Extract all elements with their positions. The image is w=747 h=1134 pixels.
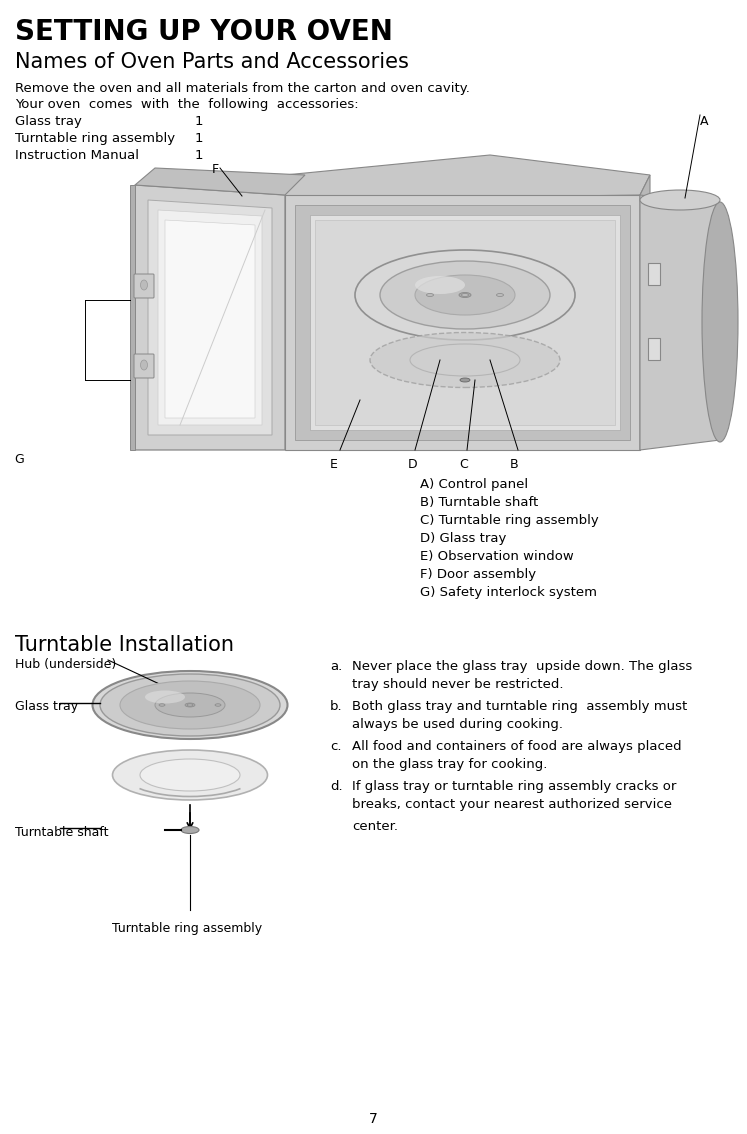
Ellipse shape bbox=[355, 249, 575, 340]
Text: G) Safety interlock system: G) Safety interlock system bbox=[420, 586, 597, 599]
Text: 1: 1 bbox=[195, 132, 203, 145]
Ellipse shape bbox=[427, 294, 433, 296]
Text: breaks, contact your nearest authorized service: breaks, contact your nearest authorized … bbox=[352, 798, 672, 811]
Text: A: A bbox=[700, 115, 708, 128]
Text: E: E bbox=[330, 458, 338, 471]
Polygon shape bbox=[130, 185, 135, 450]
Ellipse shape bbox=[140, 280, 147, 290]
Ellipse shape bbox=[702, 202, 738, 442]
Ellipse shape bbox=[181, 827, 199, 833]
FancyBboxPatch shape bbox=[134, 354, 154, 378]
Ellipse shape bbox=[497, 294, 503, 296]
Ellipse shape bbox=[380, 261, 550, 329]
Text: center.: center. bbox=[352, 820, 398, 833]
Text: Glass tray: Glass tray bbox=[15, 700, 78, 713]
FancyBboxPatch shape bbox=[134, 274, 154, 298]
Ellipse shape bbox=[415, 276, 465, 294]
Bar bbox=[648, 263, 660, 285]
Polygon shape bbox=[285, 195, 640, 450]
Text: Glass tray: Glass tray bbox=[15, 115, 82, 128]
Ellipse shape bbox=[460, 378, 470, 382]
Text: D: D bbox=[408, 458, 418, 471]
Text: B) Turntable shaft: B) Turntable shaft bbox=[420, 496, 539, 509]
Ellipse shape bbox=[145, 691, 185, 703]
Text: always be used during cooking.: always be used during cooking. bbox=[352, 718, 563, 731]
Text: Names of Oven Parts and Accessories: Names of Oven Parts and Accessories bbox=[15, 52, 409, 71]
Text: Both glass tray and turntable ring  assembly must: Both glass tray and turntable ring assem… bbox=[352, 700, 687, 713]
Ellipse shape bbox=[640, 191, 720, 210]
Polygon shape bbox=[295, 205, 630, 440]
Text: tray should never be restricted.: tray should never be restricted. bbox=[352, 678, 563, 691]
Text: Instruction Manual: Instruction Manual bbox=[15, 149, 139, 162]
Text: If glass tray or turntable ring assembly cracks or: If glass tray or turntable ring assembly… bbox=[352, 780, 676, 793]
Text: Turntable ring assembly: Turntable ring assembly bbox=[112, 922, 262, 936]
Text: Turntable ring assembly: Turntable ring assembly bbox=[15, 132, 175, 145]
Polygon shape bbox=[135, 185, 285, 450]
Ellipse shape bbox=[215, 704, 221, 706]
Text: All food and containers of food are always placed: All food and containers of food are alwa… bbox=[352, 741, 681, 753]
Ellipse shape bbox=[370, 332, 560, 388]
Text: b.: b. bbox=[330, 700, 343, 713]
Ellipse shape bbox=[415, 276, 515, 315]
Ellipse shape bbox=[113, 750, 267, 799]
Text: F) Door assembly: F) Door assembly bbox=[420, 568, 536, 581]
Text: A) Control panel: A) Control panel bbox=[420, 479, 528, 491]
Ellipse shape bbox=[93, 671, 288, 739]
Ellipse shape bbox=[459, 293, 471, 297]
Text: Your oven  comes  with  the  following  accessories:: Your oven comes with the following acces… bbox=[15, 98, 359, 111]
Text: G: G bbox=[14, 452, 24, 466]
Ellipse shape bbox=[159, 704, 165, 706]
Text: 1: 1 bbox=[195, 149, 203, 162]
Ellipse shape bbox=[187, 704, 193, 706]
Text: a.: a. bbox=[330, 660, 342, 672]
Text: Remove the oven and all materials from the carton and oven cavity.: Remove the oven and all materials from t… bbox=[15, 82, 470, 95]
Text: C) Turntable ring assembly: C) Turntable ring assembly bbox=[420, 514, 599, 527]
Ellipse shape bbox=[120, 682, 260, 729]
Ellipse shape bbox=[410, 344, 520, 376]
Polygon shape bbox=[148, 200, 272, 435]
Text: Turntable Installation: Turntable Installation bbox=[15, 635, 234, 655]
Ellipse shape bbox=[100, 674, 280, 736]
Text: on the glass tray for cooking.: on the glass tray for cooking. bbox=[352, 758, 548, 771]
Polygon shape bbox=[640, 175, 650, 450]
Text: SETTING UP YOUR OVEN: SETTING UP YOUR OVEN bbox=[15, 18, 393, 46]
Ellipse shape bbox=[140, 759, 240, 792]
Polygon shape bbox=[315, 220, 615, 425]
Text: C: C bbox=[459, 458, 468, 471]
Text: d.: d. bbox=[330, 780, 343, 793]
Text: Never place the glass tray  upside down. The glass: Never place the glass tray upside down. … bbox=[352, 660, 692, 672]
Text: 1: 1 bbox=[195, 115, 203, 128]
Polygon shape bbox=[285, 155, 650, 200]
Text: F: F bbox=[212, 163, 219, 176]
Text: Turntable shaft: Turntable shaft bbox=[15, 826, 108, 839]
Polygon shape bbox=[640, 195, 720, 450]
Ellipse shape bbox=[140, 359, 147, 370]
Polygon shape bbox=[165, 220, 255, 418]
Polygon shape bbox=[158, 210, 262, 425]
Text: B: B bbox=[510, 458, 518, 471]
Ellipse shape bbox=[462, 294, 468, 296]
Bar bbox=[648, 338, 660, 359]
Polygon shape bbox=[310, 215, 620, 430]
Ellipse shape bbox=[185, 703, 195, 706]
Ellipse shape bbox=[155, 693, 225, 717]
Text: Hub (underside): Hub (underside) bbox=[15, 658, 117, 671]
Text: 7: 7 bbox=[368, 1112, 377, 1126]
Polygon shape bbox=[135, 168, 305, 195]
Text: c.: c. bbox=[330, 741, 341, 753]
Text: E) Observation window: E) Observation window bbox=[420, 550, 574, 562]
Text: D) Glass tray: D) Glass tray bbox=[420, 532, 506, 545]
